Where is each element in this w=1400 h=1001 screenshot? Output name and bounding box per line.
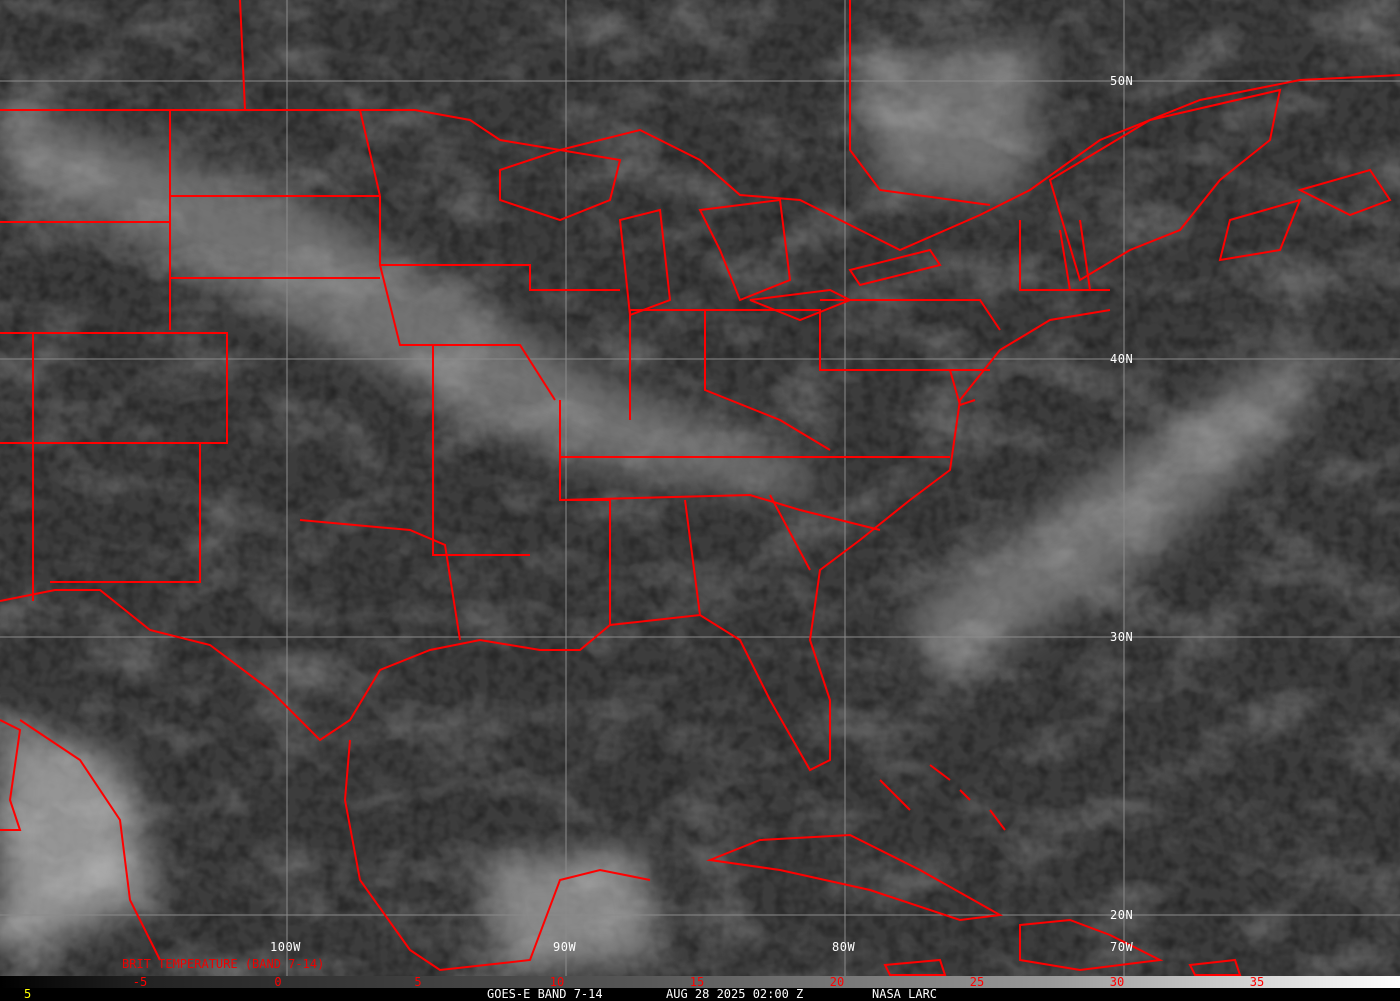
lat-lon-grid [0,0,1400,976]
scale-tick: 20 [829,975,845,989]
footer-frame-number: 5 [24,987,32,1001]
scale-tick: 10 [549,975,565,989]
longitude-label: 80W [832,940,856,954]
latitude-label: 30N [1110,630,1134,644]
footer-bar: 5 GOES-E BAND 7-14 AUG 28 2025 02:00 Z N… [0,988,1400,1000]
scale-tick: -5 [132,975,148,989]
timestamp: AUG 28 2025 02:00 Z [666,987,804,1001]
longitude-label: 100W [270,940,301,954]
source-label: NASA LARC [872,987,938,1001]
legend-title: BRIT TEMPERATURE (BAND 7-14) [122,957,325,971]
scale-tick: 15 [689,975,705,989]
latitude-label: 20N [1110,908,1134,922]
latitude-label: 50N [1110,74,1134,88]
political-borders [0,0,1400,976]
longitude-label: 90W [553,940,577,954]
satellite-band: GOES-E BAND 7-14 [487,987,603,1001]
scale-tick: 30 [1109,975,1125,989]
scale-tick: 0 [274,975,282,989]
satellite-map [0,0,1400,976]
color-scale-bar [0,976,1400,988]
scale-tick: 35 [1249,975,1265,989]
longitude-label: 70W [1110,940,1134,954]
latitude-label: 40N [1110,352,1134,366]
cloud-texture [0,0,1400,976]
scale-tick: 5 [414,975,422,989]
scale-tick: 25 [969,975,985,989]
